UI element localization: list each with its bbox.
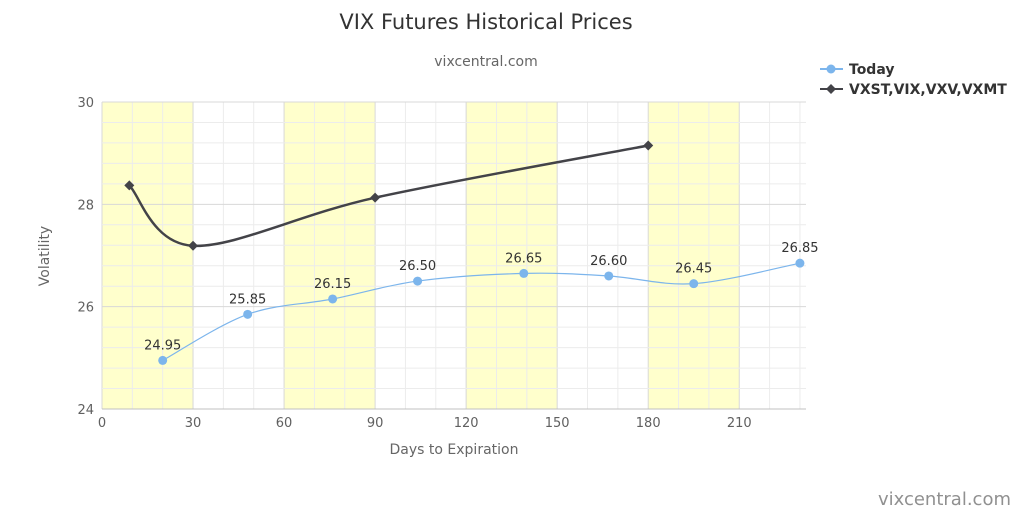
- legend: Today VXST,VIX,VXV,VXMT: [820, 62, 1007, 98]
- data-label-0-1: 25.85: [229, 292, 266, 307]
- legend-item-term-structure[interactable]: VXST,VIX,VXV,VXMT: [820, 82, 1007, 98]
- series-layer: 24.95 25.85 26.15 26.50 26.65 26.60 26.45 26.85: [124, 140, 819, 365]
- data-point-1-1: [188, 240, 199, 251]
- axis-ticks: 0 30 60 90 120 150 180 210 24 26 28 30: [77, 96, 751, 431]
- y-tick-label: 24: [77, 403, 94, 418]
- data-label-0-0: 24.95: [144, 338, 181, 353]
- shaded-band-0: [102, 102, 194, 409]
- data-label-0-6: 26.45: [675, 262, 712, 277]
- legend-item-today[interactable]: Today: [820, 62, 894, 78]
- legend-label-term-structure: VXST,VIX,VXV,VXMT: [849, 82, 1007, 98]
- data-point-0-5: [604, 271, 614, 281]
- y-axis-title: Volatility: [37, 226, 53, 286]
- y-tick-label: 28: [77, 198, 94, 213]
- y-tick-label: 26: [77, 301, 94, 316]
- x-tick-label: 180: [636, 416, 661, 431]
- x-tick-label: 90: [367, 416, 384, 431]
- chart-subtitle: vixcentral.com: [434, 54, 537, 70]
- legend-marker-today: [826, 64, 836, 74]
- data-point-1-3: [643, 140, 654, 151]
- grid-lines: [101, 101, 806, 410]
- data-point-0-6: [689, 279, 699, 289]
- x-tick-label: 150: [545, 416, 570, 431]
- shaded-band-2: [466, 102, 558, 409]
- y-tick-label: 30: [77, 96, 94, 111]
- chart-title: VIX Futures Historical Prices: [339, 10, 632, 34]
- data-point-0-3: [413, 276, 423, 286]
- legend-marker-term-structure: [826, 84, 836, 94]
- data-point-0-7: [795, 258, 805, 268]
- shaded-band-3: [648, 102, 740, 409]
- data-point-0-2: [328, 294, 338, 304]
- x-tick-label: 120: [454, 416, 479, 431]
- legend-label-today: Today: [849, 62, 894, 78]
- x-tick-label: 210: [727, 416, 752, 431]
- x-tick-label: 0: [98, 416, 106, 431]
- x-tick-label: 60: [276, 416, 293, 431]
- data-point-1-0: [124, 180, 135, 191]
- data-label-0-3: 26.50: [399, 259, 436, 274]
- data-label-0-4: 26.65: [505, 251, 542, 266]
- data-point-1-2: [370, 192, 381, 203]
- credit-text[interactable]: vixcentral.com: [878, 489, 1011, 510]
- data-point-0-1: [243, 309, 253, 319]
- data-point-0-4: [519, 268, 529, 278]
- series-line-1: [128, 144, 649, 248]
- shaded-band-1: [284, 102, 376, 409]
- expiration-bands: [102, 102, 740, 409]
- data-label-0-2: 26.15: [314, 277, 351, 292]
- data-label-0-5: 26.60: [590, 254, 627, 269]
- data-point-0-0: [158, 355, 168, 365]
- x-axis-title: Days to Expiration: [390, 442, 519, 458]
- x-tick-label: 30: [185, 416, 202, 431]
- data-label-0-7: 26.85: [781, 241, 818, 256]
